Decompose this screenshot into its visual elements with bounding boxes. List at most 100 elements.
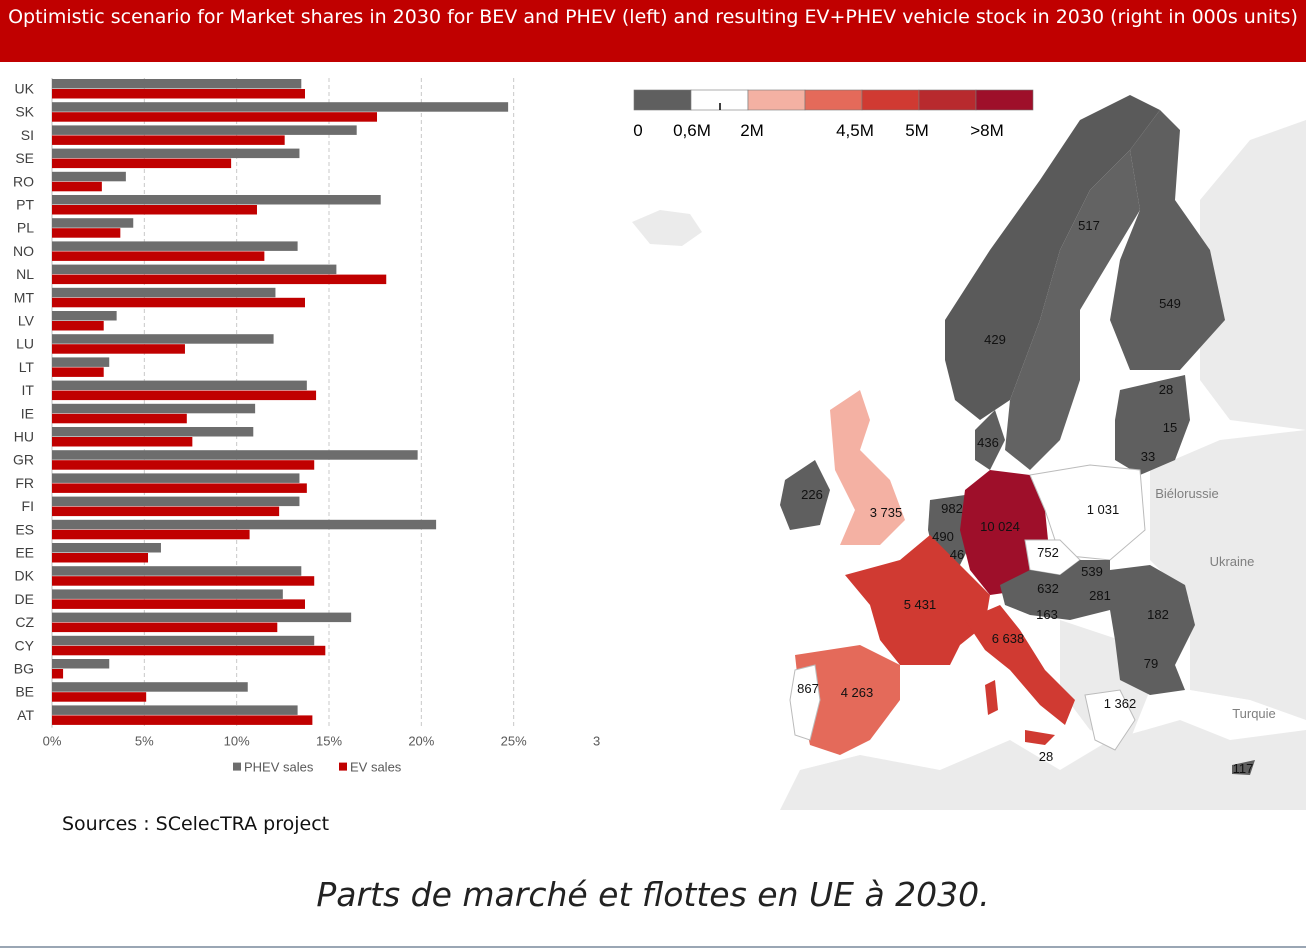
region-uk: [830, 390, 905, 545]
ev-bar: [52, 205, 257, 215]
region-value-label: 46: [950, 547, 964, 562]
ev-bar: [52, 645, 326, 656]
ev-bar: [52, 274, 387, 285]
place-name-label: Ukraine: [1210, 554, 1255, 569]
region-value-label: 982: [941, 501, 963, 516]
phev-bar: [52, 79, 302, 89]
x-tick-label: 5%: [135, 734, 154, 749]
category-label: SE: [15, 150, 34, 166]
ev-bar: [52, 622, 278, 633]
category-label: HU: [14, 429, 34, 445]
ev-bar: [52, 506, 280, 517]
x-tick-label: 20%: [408, 734, 434, 749]
region-value-label: 632: [1037, 581, 1059, 596]
region-norway: [945, 95, 1160, 420]
region-spain: [795, 645, 900, 755]
legend-tick-label: 5M: [905, 121, 929, 140]
region-italy: [965, 605, 1075, 725]
region-sicily: [1025, 730, 1055, 745]
category-label: LV: [18, 313, 35, 329]
ev-bar: [52, 367, 104, 377]
region-value-label: 4 263: [841, 685, 874, 700]
category-label: GR: [13, 452, 34, 468]
x-tick-label: 30%: [593, 734, 600, 749]
region-value-label: 226: [801, 487, 823, 502]
category-label: FI: [22, 498, 34, 514]
category-label: PT: [16, 197, 34, 213]
legend-color-box: [918, 89, 977, 111]
x-tick-label: 10%: [224, 734, 250, 749]
region-value-label: 28: [1039, 749, 1053, 764]
category-label: LT: [19, 359, 35, 375]
phev-bar: [52, 380, 307, 391]
ev-bar: [52, 112, 378, 122]
region-sweden: [1005, 150, 1140, 470]
category-label: IT: [22, 382, 35, 398]
region-portugal: [789, 664, 821, 741]
legend-color-box: [633, 89, 692, 111]
category-label: ES: [15, 521, 34, 537]
category-label: BE: [15, 684, 34, 700]
category-label: MT: [14, 289, 35, 305]
ev-bar: [52, 181, 102, 192]
phev-bar: [52, 334, 274, 344]
region-value-label: 281: [1089, 588, 1111, 603]
region-value-label: 490: [932, 529, 954, 544]
region-greece: [1084, 689, 1136, 751]
region-value-label: 117: [1233, 761, 1254, 776]
category-label: CY: [15, 637, 35, 653]
phev-bar: [52, 589, 283, 599]
map-place-names: Biélorussie Ukraine Turquie: [1155, 486, 1276, 721]
phev-bar: [52, 195, 381, 205]
phev-bar: [52, 450, 418, 460]
region-value-label: 33: [1141, 449, 1155, 464]
region-romania: [1110, 565, 1195, 695]
phev-bar: [52, 496, 300, 507]
phev-bar: [52, 218, 134, 228]
ev-bar: [52, 413, 187, 424]
background-land-north: [1200, 120, 1306, 430]
legend-tick-label: 0,6M: [673, 121, 711, 140]
legend-tick-label: 0: [633, 121, 642, 140]
legend-swatch: [339, 762, 347, 771]
region-value-label: 539: [1081, 564, 1103, 579]
ev-bar: [52, 344, 185, 354]
category-label: SK: [15, 104, 34, 120]
region-ireland: [780, 460, 830, 530]
legend-color-box: [861, 89, 920, 111]
region-value-label: 867: [797, 681, 819, 696]
legend-color-box: [804, 89, 863, 111]
category-label: PL: [17, 220, 34, 236]
legend-tick-label: 2M: [740, 121, 764, 140]
region-value-label: 517: [1078, 218, 1100, 233]
map-value-labels: 517 549 429 28 15 33 436 226 3 735 982 490 46 10 024…: [797, 218, 1253, 776]
background-land-east: [1150, 430, 1306, 720]
x-tick-label: 0%: [43, 734, 62, 749]
category-label: LU: [16, 336, 34, 352]
region-denmark: [975, 410, 1005, 470]
phev-bar: [52, 171, 126, 182]
phev-bar: [52, 543, 161, 553]
ev-bar: [52, 89, 305, 99]
category-label: RO: [13, 173, 34, 189]
region-france: [845, 535, 990, 665]
region-central: [1000, 560, 1110, 620]
ev-bar: [52, 715, 313, 725]
ev-bar: [52, 390, 317, 401]
phev-bar: [52, 682, 248, 692]
phev-bar: [52, 287, 276, 298]
ev-bar: [52, 297, 305, 308]
region-poland: [1029, 464, 1146, 561]
chart-title: Optimistic scenario for Market shares in…: [0, 0, 1306, 62]
category-label: UK: [15, 81, 35, 97]
phev-bar: [52, 566, 302, 576]
phev-bar: [52, 102, 509, 112]
phev-bar: [52, 635, 315, 646]
ev-bar: [52, 692, 147, 702]
phev-bar: [52, 612, 352, 623]
legend-label: PHEV sales: [244, 760, 314, 775]
phev-bar: [52, 705, 298, 715]
ev-bar: [52, 460, 315, 470]
legend-tick-label: >8M: [970, 121, 1004, 140]
region-value-label: 752: [1037, 545, 1059, 560]
